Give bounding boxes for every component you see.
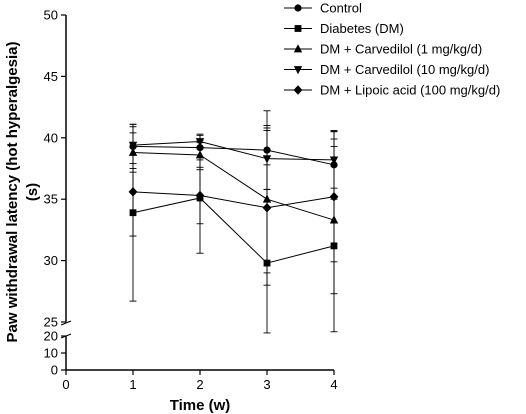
legend-label: Control [320, 1, 362, 16]
y-tick-label: 50 [44, 8, 58, 23]
x-axis-title: Time (w) [170, 397, 231, 414]
series-3 [128, 126, 339, 190]
series-line [132, 145, 335, 166]
series-4 [128, 129, 339, 286]
legend-label: DM + Lipoic acid (100 mg/kg/d) [320, 83, 500, 98]
y-tick-label: 20 [44, 329, 58, 344]
series-line [132, 152, 335, 221]
legend-marker [294, 25, 302, 32]
y-tick-label: 0 [51, 363, 58, 378]
legend-label: DM + Carvedilol (1 mg/kg/d) [320, 42, 482, 57]
legend-marker [293, 85, 303, 95]
legend-marker [293, 44, 303, 53]
legend-item: DM + Carvedilol (1 mg/kg/d) [284, 42, 482, 57]
legend-item: Diabetes (DM) [284, 21, 404, 36]
x-tick-label: 2 [196, 377, 203, 392]
y-tick-label: 40 [44, 130, 58, 145]
legend-item: DM + Carvedilol (10 mg/kg/d) [284, 62, 489, 77]
y-axis-title: Paw withdrawal latency (hot hyperalgesia… [4, 42, 21, 343]
data-point [262, 202, 272, 213]
data-point [329, 191, 339, 202]
y-tick-label: 25 [44, 315, 58, 330]
legend-label: Diabetes (DM) [320, 21, 404, 36]
data-point [128, 187, 138, 197]
series-0 [129, 110, 338, 200]
y-tick-label: 45 [44, 69, 58, 84]
data-point [195, 190, 205, 201]
series-layer [128, 110, 339, 334]
series-line [132, 197, 335, 264]
series-line [132, 191, 335, 209]
data-point [195, 138, 205, 147]
series-2 [128, 125, 339, 295]
axis-break-mark [60, 320, 72, 326]
y-tick-label: 30 [44, 253, 58, 268]
y-tick-label: 35 [44, 192, 58, 207]
legend-label: DM + Carvedilol (10 mg/kg/d) [320, 62, 489, 77]
legend-marker [294, 4, 302, 12]
x-tick-label: 1 [129, 377, 136, 392]
x-tick-label: 4 [330, 377, 337, 392]
data-point [128, 141, 138, 150]
legend: Control Diabetes (DM) DM + Carvedilol (1 m… [284, 1, 500, 98]
axes: 25 30 35 40 45 50 0 10 20 0 1 2 3 4 Time (w) Paw withdr… [4, 8, 338, 414]
x-tick-label: 3 [263, 377, 270, 392]
series-1 [129, 123, 338, 334]
data-point [195, 150, 205, 159]
series-line [132, 140, 335, 161]
x-tick-label: 0 [62, 377, 69, 392]
legend-marker [293, 66, 303, 75]
y-tick-label: 10 [44, 346, 58, 361]
y-axis-title-unit: (s) [24, 183, 41, 201]
legend-item: Control [284, 1, 362, 16]
legend-item: DM + Lipoic acid (100 mg/kg/d) [284, 83, 500, 98]
